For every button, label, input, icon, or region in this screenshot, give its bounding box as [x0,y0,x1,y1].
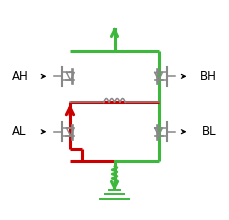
Text: BH: BH [200,70,217,83]
Text: BL: BL [202,125,217,138]
Text: AH: AH [12,70,29,83]
Text: AL: AL [12,125,27,138]
